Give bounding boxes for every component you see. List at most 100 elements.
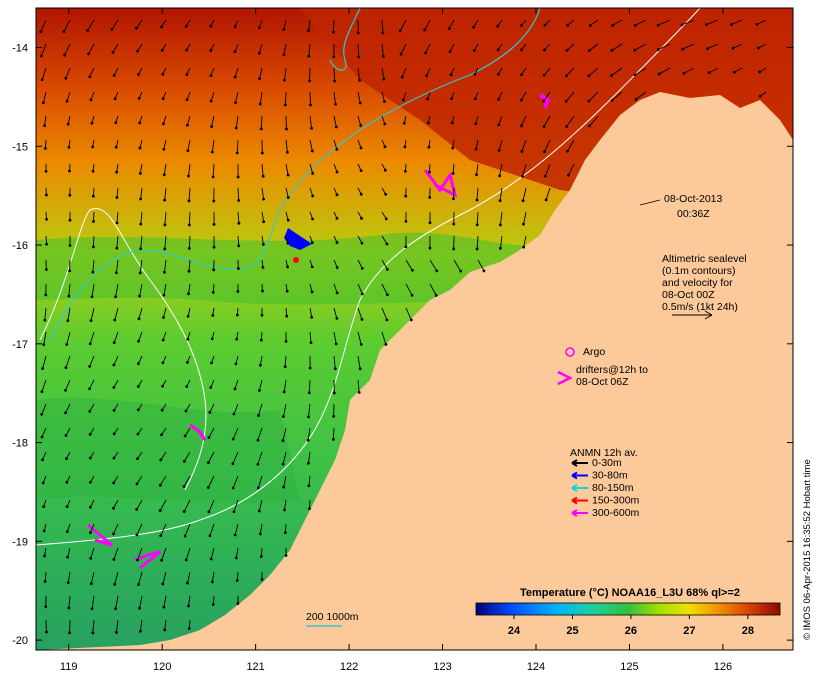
velocity-arrow-head: [334, 342, 338, 346]
velocity-arrow-head: [210, 580, 214, 584]
velocity-arrow-head: [261, 265, 265, 269]
velocity-arrow-head: [404, 194, 408, 198]
velocity-arrow-head: [498, 174, 502, 178]
velocity-arrow-head: [520, 73, 523, 77]
x-tick-label: 123: [433, 661, 451, 673]
velocity-arrow: [452, 163, 455, 174]
velocity-arrow: [611, 91, 623, 101]
velocity-arrow-head: [115, 630, 118, 634]
velocity-arrow-head: [634, 97, 638, 101]
velocity-arrow: [211, 571, 215, 582]
velocity-arrow-head: [233, 25, 237, 29]
velocity-arrow-head: [86, 29, 90, 32]
velocity-arrow-head: [162, 316, 165, 319]
velocity-arrow-head: [234, 556, 238, 560]
velocity-arrow-head: [332, 391, 336, 395]
velocity-arrow-head: [475, 223, 479, 227]
velocity-arrow: [139, 283, 143, 297]
velocity-arrow-head: [210, 361, 214, 365]
velocity-arrow-head: [64, 76, 68, 80]
velocity-arrow: [309, 91, 311, 105]
velocity-arrow-head: [281, 415, 285, 418]
velocity-arrow-head: [159, 458, 163, 462]
colorbar-tick-label: 27: [683, 625, 695, 637]
velocity-arrow-head: [158, 509, 162, 512]
velocity-arrow-head: [259, 127, 263, 131]
velocity-arrow: [260, 115, 263, 129]
map-panel: [36, 8, 793, 650]
velocity-arrow: [332, 19, 335, 33]
velocity-arrow-head: [91, 145, 95, 149]
velocity-arrow-head: [235, 337, 239, 341]
velocity-arrow: [66, 331, 71, 345]
velocity-arrow-head: [360, 317, 364, 321]
velocity-arrow-head: [522, 245, 526, 249]
velocity-arrows: [39, 19, 767, 635]
velocity-arrow-head: [682, 71, 686, 75]
velocity-arrow-head: [113, 97, 117, 101]
velocity-arrow-head: [281, 462, 285, 466]
velocity-arrow-head: [162, 173, 166, 177]
velocity-arrow: [236, 571, 239, 581]
velocity-arrow-head: [66, 581, 70, 585]
velocity-arrow-head: [39, 54, 43, 58]
velocity-arrow-head: [136, 432, 140, 436]
velocity-arrow-head: [208, 411, 212, 414]
velocity-arrow: [42, 355, 47, 369]
velocity-arrow-head: [262, 220, 266, 224]
velocity-arrow-head: [186, 314, 190, 318]
velocity-arrow-head: [755, 22, 759, 26]
velocity-arrow: [89, 403, 95, 412]
velocity-arrow: [159, 499, 167, 511]
velocity-arrow: [163, 259, 167, 273]
velocity-arrow: [114, 571, 119, 585]
velocity-arrow: [92, 259, 95, 273]
velocity-arrow: [309, 115, 312, 129]
velocity-arrow-head: [212, 245, 216, 249]
x-tick-label: 122: [340, 661, 358, 673]
velocity-arrow-head: [92, 220, 95, 223]
velocity-arrow: [283, 379, 287, 392]
velocity-arrow: [522, 163, 527, 177]
legend-arrow-head-icon: [571, 496, 578, 505]
altimetry-line-1: Altimetric sealevel: [662, 253, 747, 265]
velocity-arrow-head: [233, 387, 237, 391]
velocity-arrow-head: [587, 99, 591, 103]
velocity-arrow-head: [184, 558, 188, 562]
velocity-arrow-head: [234, 126, 238, 130]
velocity-arrow-head: [135, 508, 139, 511]
velocity-arrow: [357, 67, 360, 81]
velocity-arrow: [476, 211, 479, 225]
legend-arrow-head-icon: [571, 459, 578, 467]
velocity-arrow-head: [237, 244, 241, 248]
velocity-arrow-head: [335, 148, 339, 151]
velocity-arrow: [477, 259, 485, 272]
velocity-arrow: [160, 523, 167, 536]
velocity-arrow: [261, 187, 265, 200]
velocity-arrow: [211, 139, 215, 153]
velocity-arrow-head: [114, 121, 118, 125]
velocity-arrow-head: [398, 29, 402, 33]
velocity-arrow-head: [187, 292, 190, 296]
velocity-arrow: [232, 475, 239, 489]
velocity-arrow: [282, 451, 287, 465]
velocity-arrow-head: [335, 170, 339, 174]
velocity-arrow: [634, 43, 647, 51]
velocity-arrow-head: [311, 194, 315, 198]
velocity-arrow-head: [90, 121, 94, 125]
velocity-arrow: [91, 283, 95, 297]
velocity-arrow-head: [235, 579, 239, 582]
velocity-arrow-head: [283, 508, 286, 512]
velocity-arrow-head: [567, 173, 570, 177]
velocity-arrow: [333, 67, 336, 81]
velocity-arrow: [42, 91, 47, 103]
velocity-arrow-head: [89, 480, 92, 484]
velocity-arrow-head: [110, 27, 114, 31]
velocity-arrow-head: [44, 268, 48, 271]
velocity-arrow: [257, 427, 263, 441]
velocity-arrow-head: [209, 24, 213, 28]
velocity-arrow-head: [427, 145, 431, 149]
velocity-arrow-head: [473, 72, 477, 76]
velocity-arrow: [257, 475, 263, 489]
velocity-arrow: [381, 259, 388, 270]
